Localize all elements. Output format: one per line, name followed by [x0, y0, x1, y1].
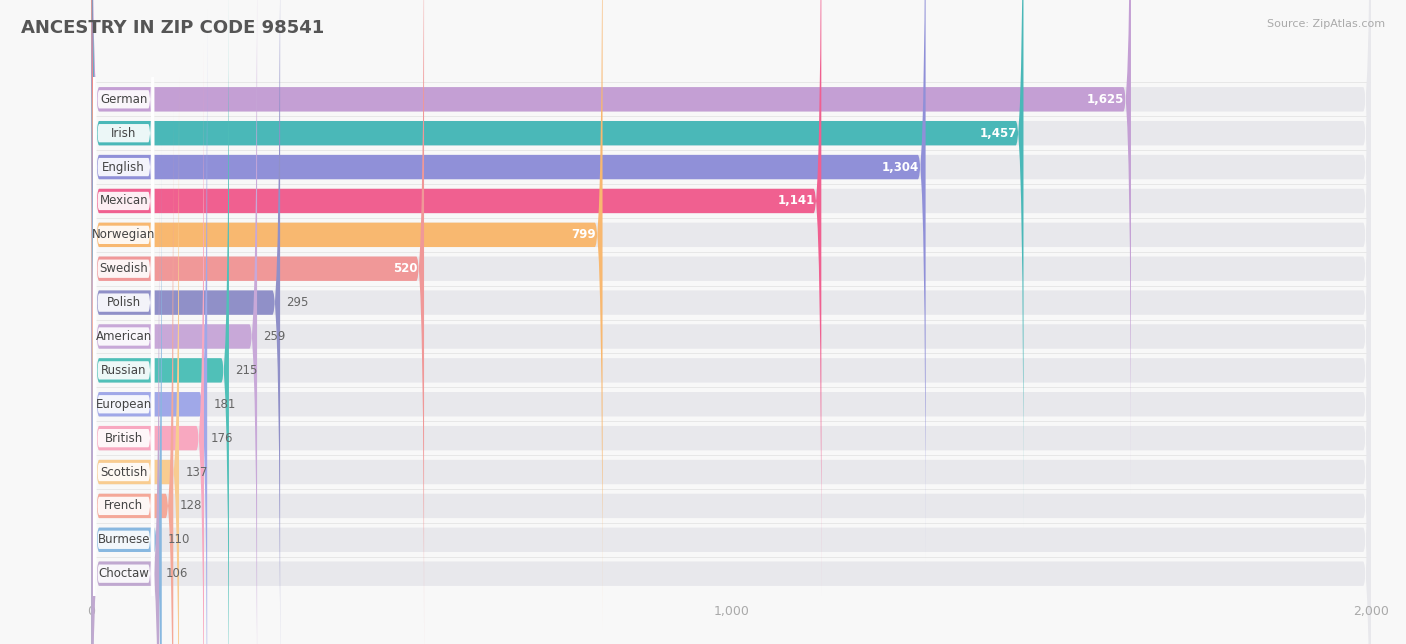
- Text: Swedish: Swedish: [100, 262, 148, 275]
- Text: Scottish: Scottish: [100, 466, 148, 478]
- FancyBboxPatch shape: [91, 0, 603, 629]
- Text: 295: 295: [287, 296, 309, 309]
- Text: 520: 520: [394, 262, 418, 275]
- FancyBboxPatch shape: [91, 0, 425, 644]
- FancyBboxPatch shape: [93, 41, 155, 632]
- FancyBboxPatch shape: [91, 44, 204, 644]
- FancyBboxPatch shape: [91, 146, 1371, 644]
- FancyBboxPatch shape: [91, 78, 179, 644]
- FancyBboxPatch shape: [93, 278, 155, 644]
- Text: English: English: [103, 160, 145, 174]
- FancyBboxPatch shape: [93, 108, 155, 644]
- Text: European: European: [96, 398, 152, 411]
- FancyBboxPatch shape: [91, 0, 1371, 527]
- Text: Polish: Polish: [107, 296, 141, 309]
- Text: 259: 259: [263, 330, 285, 343]
- Text: 1,457: 1,457: [980, 127, 1017, 140]
- FancyBboxPatch shape: [91, 111, 1371, 644]
- FancyBboxPatch shape: [93, 0, 155, 497]
- Text: 176: 176: [211, 431, 233, 444]
- FancyBboxPatch shape: [93, 0, 155, 531]
- FancyBboxPatch shape: [91, 10, 207, 644]
- FancyBboxPatch shape: [91, 111, 173, 644]
- FancyBboxPatch shape: [91, 0, 1371, 494]
- FancyBboxPatch shape: [93, 142, 155, 644]
- FancyBboxPatch shape: [93, 0, 155, 429]
- FancyBboxPatch shape: [93, 75, 155, 644]
- Text: French: French: [104, 499, 143, 513]
- FancyBboxPatch shape: [91, 0, 257, 644]
- Text: Burmese: Burmese: [97, 533, 150, 546]
- Text: Choctaw: Choctaw: [98, 567, 149, 580]
- FancyBboxPatch shape: [93, 7, 155, 598]
- FancyBboxPatch shape: [93, 176, 155, 644]
- FancyBboxPatch shape: [91, 0, 1371, 595]
- FancyBboxPatch shape: [91, 78, 1371, 644]
- FancyBboxPatch shape: [93, 210, 155, 644]
- FancyBboxPatch shape: [91, 0, 821, 595]
- Text: American: American: [96, 330, 152, 343]
- Text: 1,304: 1,304: [882, 160, 920, 174]
- FancyBboxPatch shape: [91, 0, 280, 644]
- Text: 181: 181: [214, 398, 236, 411]
- FancyBboxPatch shape: [91, 0, 1371, 644]
- Text: 1,625: 1,625: [1087, 93, 1125, 106]
- Text: Russian: Russian: [101, 364, 146, 377]
- FancyBboxPatch shape: [93, 0, 155, 565]
- Text: 799: 799: [571, 229, 596, 242]
- FancyBboxPatch shape: [91, 0, 1371, 644]
- FancyBboxPatch shape: [93, 0, 155, 463]
- FancyBboxPatch shape: [91, 0, 1371, 644]
- FancyBboxPatch shape: [91, 0, 1371, 629]
- FancyBboxPatch shape: [91, 44, 1371, 644]
- Text: 215: 215: [235, 364, 257, 377]
- FancyBboxPatch shape: [91, 0, 925, 562]
- Text: Norwegian: Norwegian: [91, 229, 156, 242]
- FancyBboxPatch shape: [93, 244, 155, 644]
- FancyBboxPatch shape: [91, 0, 1371, 562]
- Text: 1,141: 1,141: [778, 194, 815, 207]
- FancyBboxPatch shape: [91, 0, 1024, 527]
- FancyBboxPatch shape: [91, 146, 162, 644]
- Text: Source: ZipAtlas.com: Source: ZipAtlas.com: [1267, 19, 1385, 30]
- FancyBboxPatch shape: [91, 10, 1371, 644]
- FancyBboxPatch shape: [91, 179, 1371, 644]
- Text: 110: 110: [169, 533, 191, 546]
- FancyBboxPatch shape: [91, 0, 1130, 494]
- Text: Irish: Irish: [111, 127, 136, 140]
- Text: German: German: [100, 93, 148, 106]
- FancyBboxPatch shape: [91, 179, 159, 644]
- Text: 106: 106: [166, 567, 188, 580]
- FancyBboxPatch shape: [91, 0, 229, 644]
- Text: Mexican: Mexican: [100, 194, 148, 207]
- Text: 128: 128: [180, 499, 202, 513]
- Text: 137: 137: [186, 466, 208, 478]
- FancyBboxPatch shape: [91, 0, 1371, 644]
- Text: British: British: [104, 431, 143, 444]
- FancyBboxPatch shape: [93, 0, 155, 395]
- Text: ANCESTRY IN ZIP CODE 98541: ANCESTRY IN ZIP CODE 98541: [21, 19, 325, 37]
